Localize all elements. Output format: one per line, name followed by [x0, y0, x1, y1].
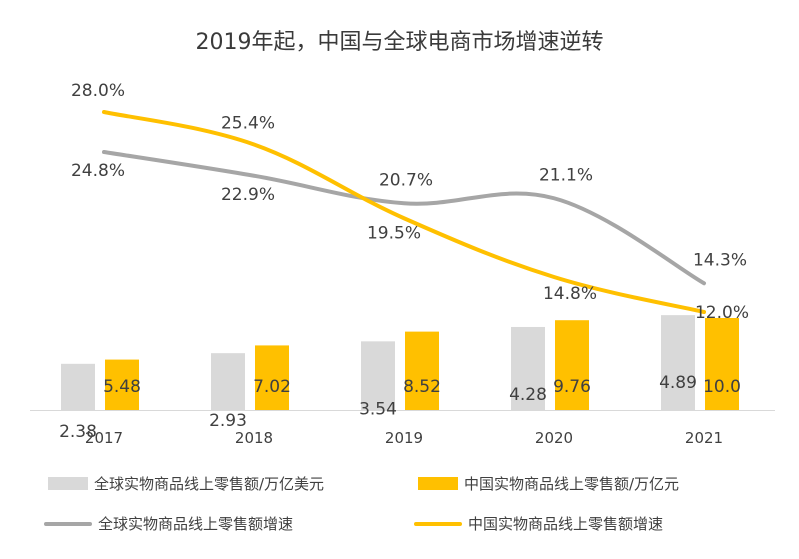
- bar-global-2020: [511, 326, 545, 410]
- line-china-growth: [102, 110, 706, 314]
- label-global-sales-2021: 4.89: [659, 373, 697, 393]
- legend-swatch-china-sales: [418, 477, 458, 490]
- legend-label-global-growth: 全球实物商品线上零售额增速: [98, 515, 294, 533]
- legend-item-china-sales: 中国实物商品线上零售额/万亿元: [418, 473, 679, 494]
- bar-china-2020: [555, 320, 589, 410]
- legend-label-global-sales: 全球实物商品线上零售额/万亿美元: [94, 475, 325, 493]
- x-tick-2018: 2018: [235, 429, 273, 447]
- label-china-sales-2021: 10.0: [703, 377, 741, 397]
- bar-china-2018: [255, 345, 289, 410]
- label-global-sales-2018: 2.93: [209, 411, 247, 431]
- bar-global-2021: [661, 315, 695, 410]
- legend-swatch-global-sales: [48, 477, 88, 490]
- legend-label-china-sales: 中国实物商品线上零售额/万亿元: [464, 475, 680, 493]
- bar-china-2021: [705, 318, 739, 410]
- x-tick-2019: 2019: [385, 429, 423, 447]
- label-global-growth-2021: 14.3%: [693, 250, 747, 270]
- label-global-sales-2017: 2.38: [59, 422, 97, 442]
- label-global-sales-2020: 4.28: [509, 385, 547, 405]
- label-china-sales-2020: 9.76: [553, 377, 591, 397]
- legend-item-global-growth: 全球实物商品线上零售额增速: [44, 513, 293, 534]
- legend-swatch-china-growth: [414, 521, 462, 526]
- bar-global-2018: [211, 353, 245, 410]
- bar-china-2017: [105, 359, 139, 410]
- legend-item-global-sales: 全球实物商品线上零售额/万亿美元: [48, 473, 324, 494]
- label-china-growth-2019: 19.5%: [367, 223, 421, 243]
- line-global-growth: [102, 150, 706, 286]
- label-global-growth-2017: 24.8%: [71, 161, 125, 181]
- label-china-growth-2020: 14.8%: [543, 284, 597, 304]
- x-tick-2020: 2020: [535, 429, 573, 447]
- legend-swatch-global-growth: [44, 521, 92, 526]
- x-tick-2021: 2021: [685, 429, 723, 447]
- legend-item-china-growth: 中国实物商品线上零售额增速: [414, 513, 663, 534]
- bar-global-2019: [361, 341, 395, 410]
- label-china-sales-2018: 7.02: [253, 377, 291, 397]
- label-china-growth-2017: 28.0%: [71, 81, 125, 101]
- bar-china-2019: [405, 331, 439, 410]
- label-china-growth-2018: 25.4%: [221, 114, 275, 134]
- label-china-sales-2017: 5.48: [103, 377, 141, 397]
- bar-global-2017: [61, 363, 95, 410]
- label-global-growth-2019: 20.7%: [379, 170, 433, 190]
- legend-label-china-growth: 中国实物商品线上零售额增速: [468, 515, 664, 533]
- label-global-growth-2020: 21.1%: [539, 165, 593, 185]
- label-global-sales-2019: 3.54: [359, 399, 397, 419]
- chart-title: 2019年起，中国与全球电商市场增速逆转: [195, 30, 604, 55]
- label-global-growth-2018: 22.9%: [221, 185, 275, 205]
- label-china-growth-2021: 12.0%: [695, 303, 749, 323]
- label-china-sales-2019: 8.52: [403, 377, 441, 397]
- x-tick-2017: 2017: [85, 429, 123, 447]
